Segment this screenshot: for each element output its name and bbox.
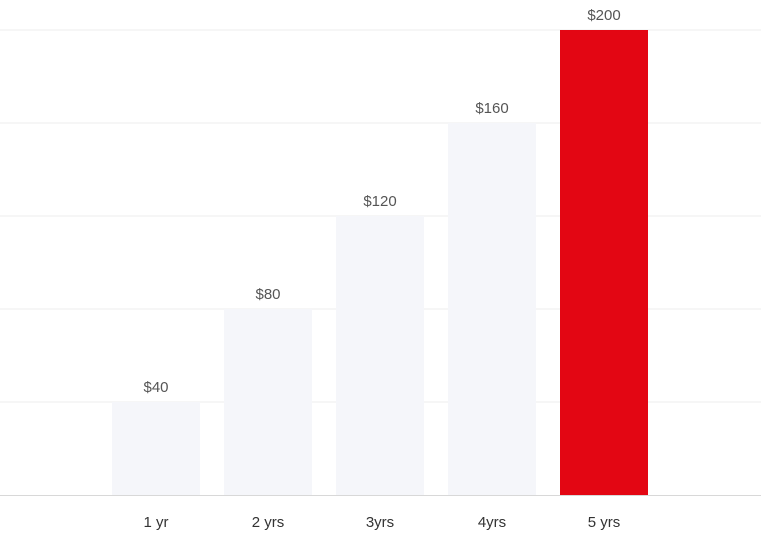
value-label-1: $40 <box>143 379 168 396</box>
bar-5 <box>560 30 648 495</box>
bar-2 <box>224 309 312 495</box>
value-label-3: $120 <box>363 193 396 210</box>
category-label-4: 4yrs <box>478 514 506 531</box>
bar-1 <box>112 402 200 495</box>
bar-4 <box>448 123 536 495</box>
value-label-2: $80 <box>255 286 280 303</box>
category-label-3: 3yrs <box>366 514 394 531</box>
category-label-5: 5 yrs <box>588 514 621 531</box>
value-labels: $40 $80 $120 $160 $200 <box>143 7 620 396</box>
category-label-1: 1 yr <box>143 514 168 531</box>
value-label-5: $200 <box>587 7 620 24</box>
bar-3 <box>336 216 424 495</box>
bars <box>112 30 648 495</box>
category-label-2: 2 yrs <box>252 514 285 531</box>
category-labels: 1 yr 2 yrs 3yrs 4yrs 5 yrs <box>143 514 620 531</box>
value-label-4: $160 <box>475 100 508 117</box>
